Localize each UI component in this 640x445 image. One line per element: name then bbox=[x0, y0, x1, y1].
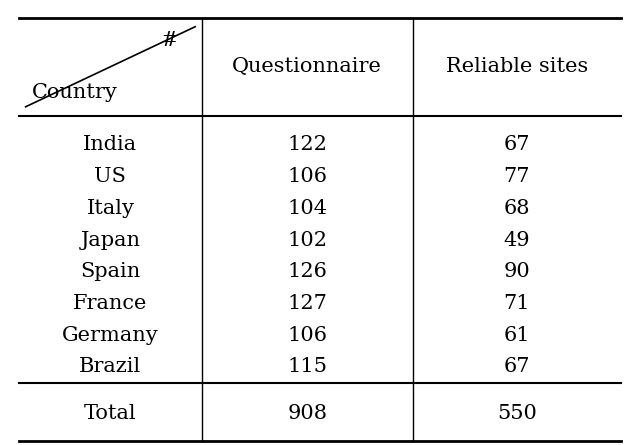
Text: 71: 71 bbox=[504, 294, 530, 313]
Text: 126: 126 bbox=[287, 262, 327, 281]
Text: 550: 550 bbox=[497, 405, 537, 423]
Text: 122: 122 bbox=[287, 135, 327, 154]
Text: France: France bbox=[73, 294, 148, 313]
Text: 115: 115 bbox=[287, 357, 327, 376]
Text: Total: Total bbox=[84, 405, 137, 423]
Text: 49: 49 bbox=[504, 231, 530, 250]
Text: Questionnaire: Questionnaire bbox=[232, 57, 382, 76]
Text: 127: 127 bbox=[287, 294, 327, 313]
Text: Spain: Spain bbox=[80, 262, 141, 281]
Text: Japan: Japan bbox=[81, 231, 140, 250]
Text: Reliable sites: Reliable sites bbox=[445, 57, 588, 76]
Text: 106: 106 bbox=[287, 167, 327, 186]
Text: Germany: Germany bbox=[62, 326, 159, 344]
Text: 102: 102 bbox=[287, 231, 327, 250]
Text: 68: 68 bbox=[504, 199, 530, 218]
Text: Italy: Italy bbox=[86, 199, 134, 218]
Text: 61: 61 bbox=[504, 326, 530, 344]
Text: Country: Country bbox=[32, 83, 118, 102]
Text: Brazil: Brazil bbox=[79, 357, 141, 376]
Text: 67: 67 bbox=[504, 135, 530, 154]
Text: #: # bbox=[161, 31, 179, 50]
Text: India: India bbox=[83, 135, 138, 154]
Text: 67: 67 bbox=[504, 357, 530, 376]
Text: 106: 106 bbox=[287, 326, 327, 344]
Text: 104: 104 bbox=[287, 199, 327, 218]
Text: 90: 90 bbox=[504, 262, 530, 281]
Text: 908: 908 bbox=[287, 405, 327, 423]
Text: US: US bbox=[95, 167, 126, 186]
Text: 77: 77 bbox=[504, 167, 530, 186]
